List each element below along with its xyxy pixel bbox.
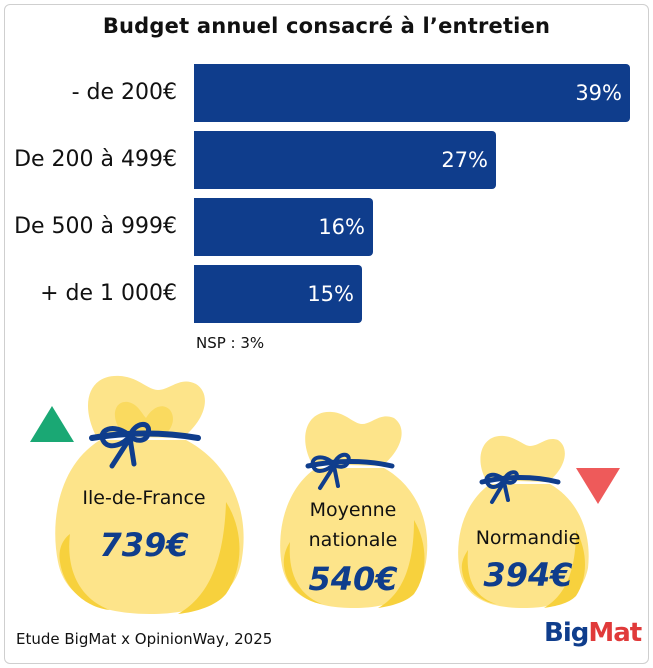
region-value-ile-de-france: 739€ (99, 526, 189, 564)
region-label-normandie: Normandie (475, 527, 581, 549)
category-label: De 500 à 999€ (14, 214, 177, 239)
logo-text-mat: Mat (588, 618, 642, 648)
category-label: De 200 à 499€ (14, 147, 177, 172)
chart-title: Budget annuel consacré à l’entretien (102, 14, 551, 38)
bar-value-label: 15% (307, 282, 354, 306)
bar: 15% (194, 265, 362, 323)
region-value-moyenne-nationale: 540€ (308, 560, 398, 598)
region-label-moyenne-nationale-line1: Moyenne (309, 499, 397, 521)
bar-value-label: 16% (318, 215, 365, 239)
region-label-moyenne-nationale-line2: nationale (308, 529, 398, 551)
region-value-normandie: 394€ (483, 556, 573, 594)
money-bag-moyenne-nationale (280, 411, 428, 608)
money-bag-normandie (458, 435, 589, 608)
trend-up-triangle-icon (30, 406, 74, 442)
nsp-note: NSP : 3% (196, 334, 265, 352)
bar: 16% (194, 198, 373, 256)
region-label-ile-de-france: Ile-de-France (82, 487, 206, 509)
bar: 27% (194, 131, 496, 189)
bigmat-logo: BigMat (544, 618, 642, 648)
trend-down-triangle-icon (576, 468, 620, 504)
category-label: - de 200€ (71, 80, 177, 105)
category-label: + de 1 000€ (40, 281, 177, 306)
bar-value-label: 39% (575, 81, 622, 105)
logo-text-big: Big (544, 618, 589, 648)
money-bag-ile-de-france (55, 375, 244, 614)
bar: 39% (194, 64, 630, 122)
source-note: Etude BigMat x OpinionWay, 2025 (16, 630, 273, 648)
bar-value-label: 27% (441, 148, 488, 172)
